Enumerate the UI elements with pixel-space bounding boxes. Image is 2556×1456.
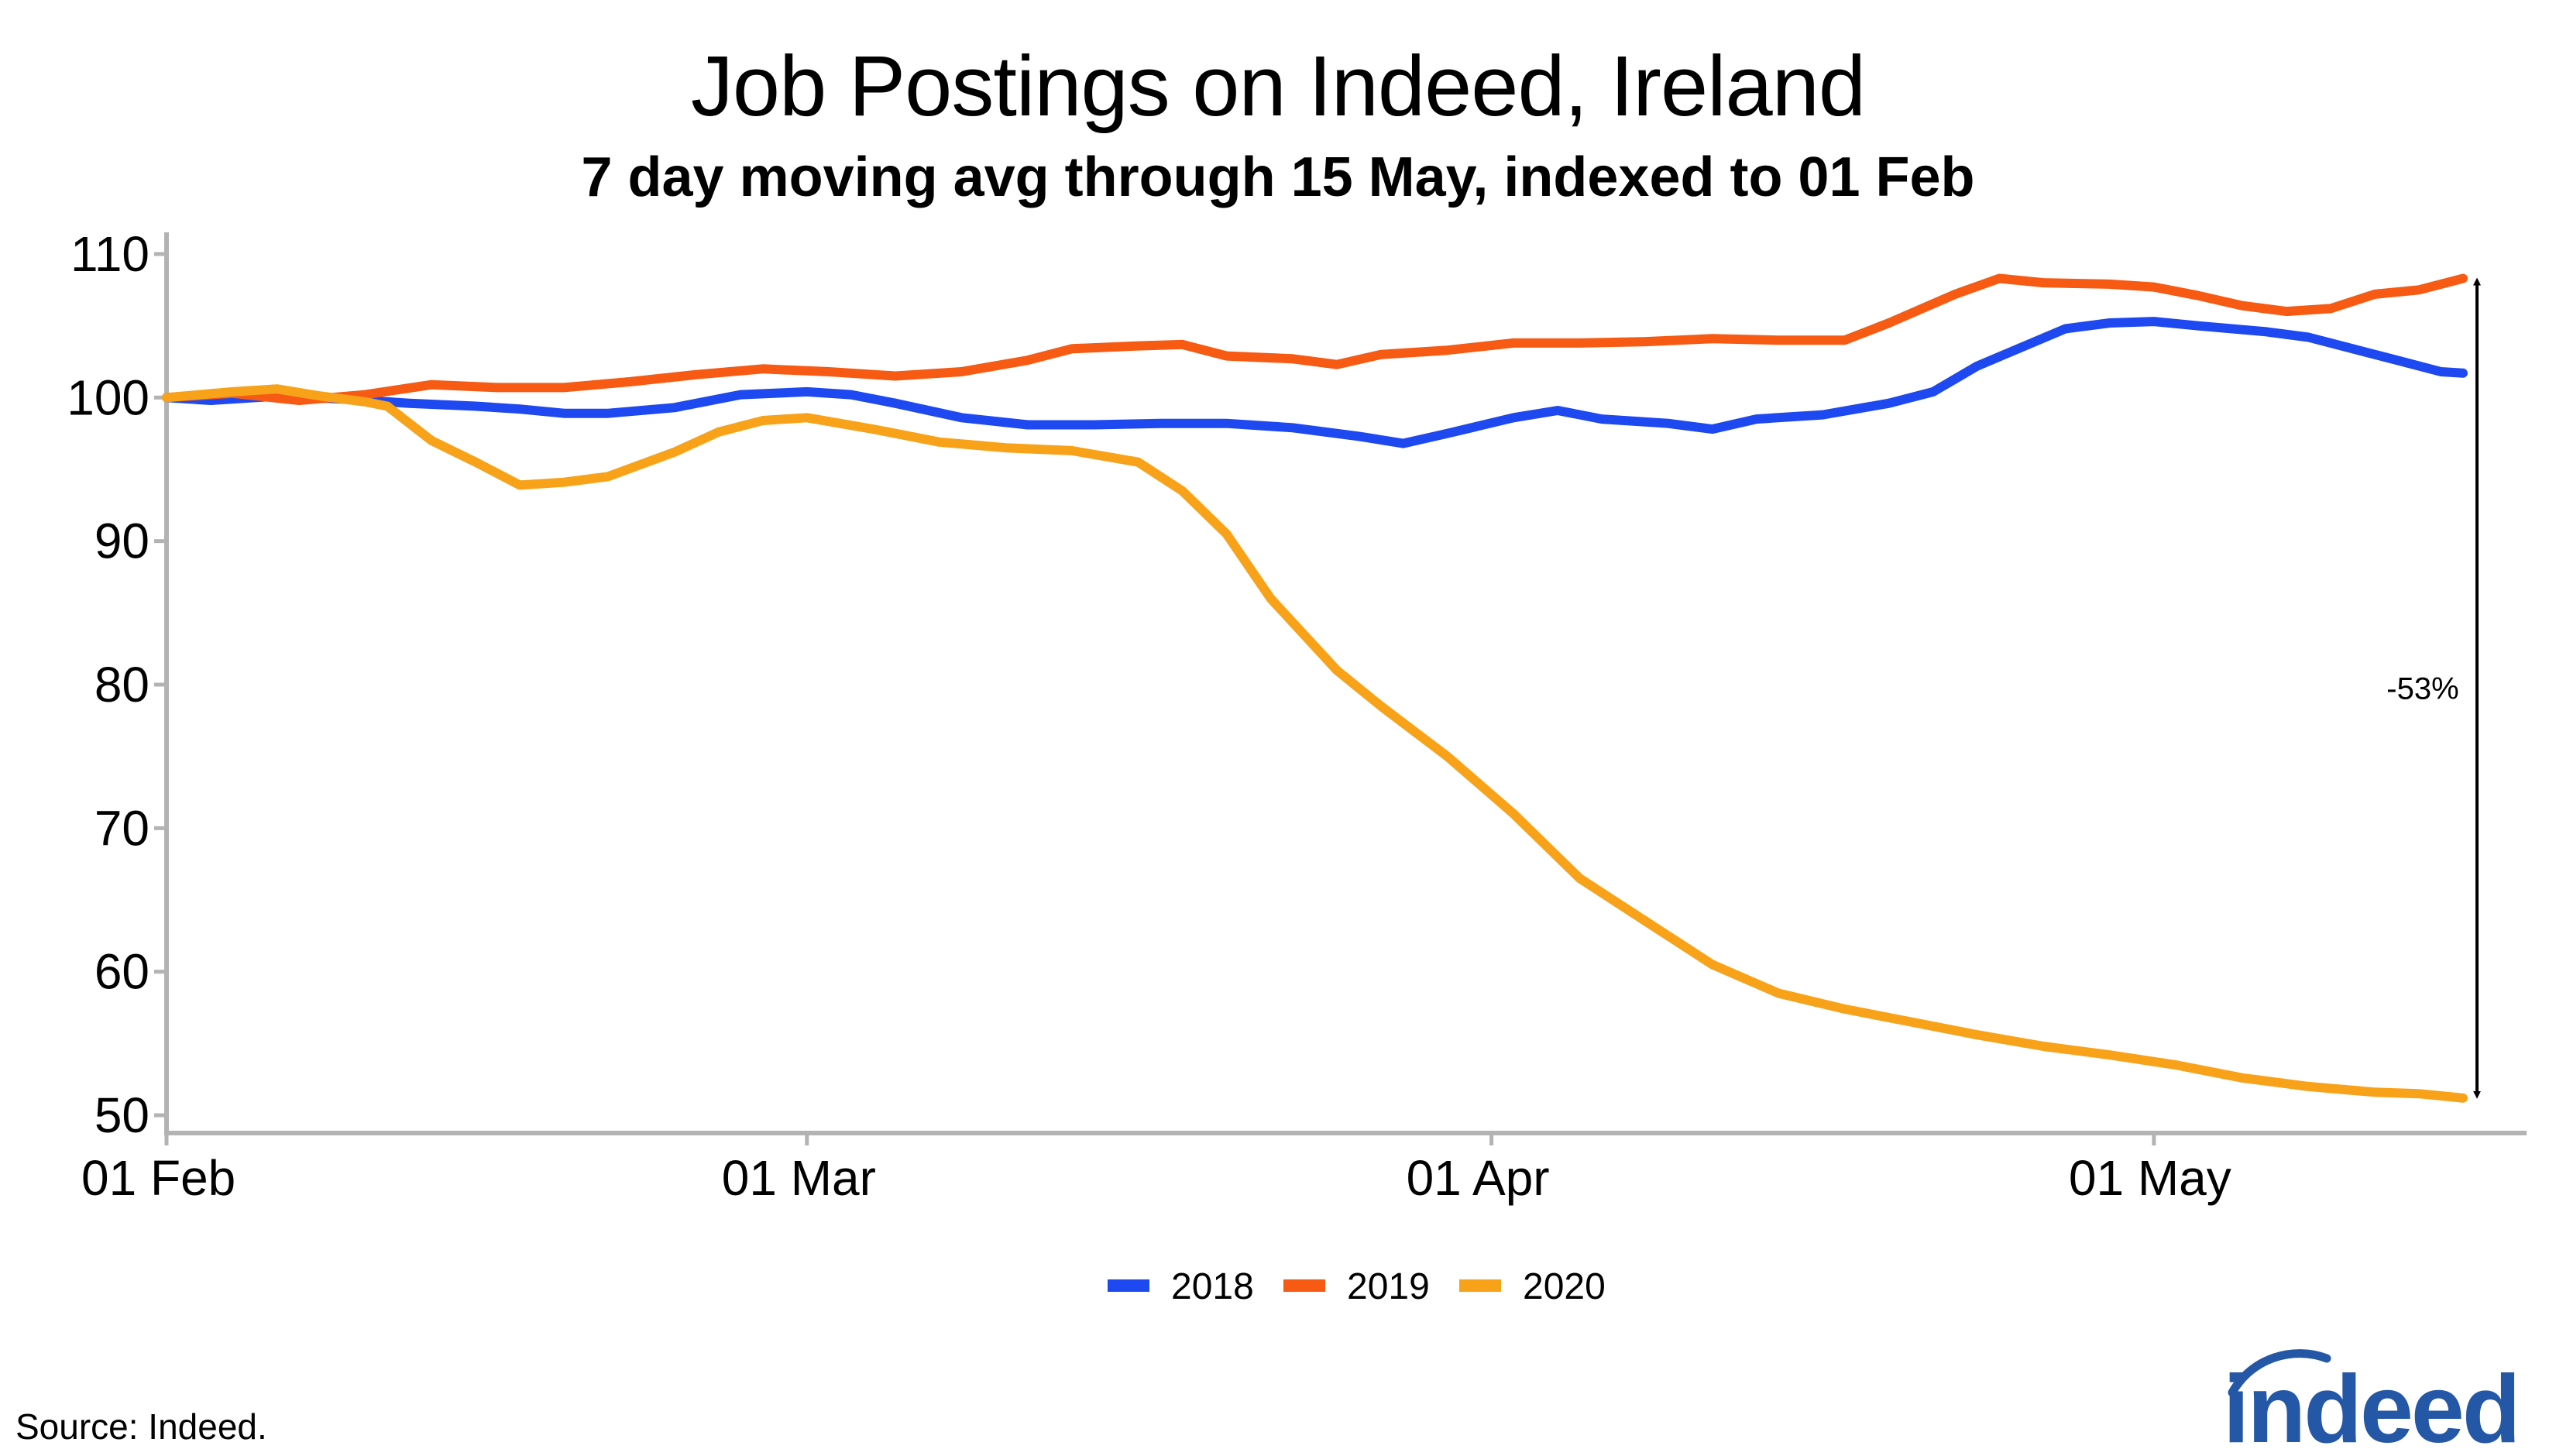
x-axis: 01 Feb 01 Mar 01 Apr 01 May: [81, 1131, 2527, 1206]
change-label: -53%: [2386, 672, 2458, 706]
y-tick-label: 110: [70, 226, 149, 282]
y-tick-label: 90: [94, 513, 149, 569]
series-2018-line: [162, 317, 2468, 448]
legend-label-2018: 2018: [1171, 1266, 1254, 1307]
x-tick-label: 01 Feb: [81, 1150, 235, 1206]
chart-subtitle: 7 day moving avg through 15 May, indexed…: [581, 146, 1975, 208]
annotation: -53%: [2386, 277, 2481, 1099]
series-2020-line: [162, 384, 2468, 1103]
y-tick-label: 60: [94, 944, 149, 1000]
y-tick-label: 100: [67, 369, 149, 425]
y-tick-label: 80: [94, 657, 149, 713]
indeed-logo: indeed: [2223, 1349, 2521, 1456]
svg-text:indeed: indeed: [2223, 1356, 2519, 1456]
legend-label-2019: 2019: [1347, 1266, 1430, 1307]
y-tick-label: 50: [94, 1087, 149, 1143]
x-tick-label: 01 Mar: [722, 1150, 876, 1206]
legend-label-2020: 2020: [1523, 1266, 1606, 1307]
y-tick-label: 70: [94, 800, 149, 856]
legend: 2018 2019 2020: [1108, 1266, 1606, 1307]
source-note: Source: Indeed.: [15, 1406, 267, 1447]
chart-title: Job Postings on Indeed, Ireland: [690, 39, 1866, 134]
x-tick-label: 01 Apr: [1407, 1150, 1550, 1206]
x-tick-label: 01 May: [2069, 1150, 2231, 1206]
series-2019-line: [162, 273, 2468, 405]
series-layer: [162, 273, 2468, 1103]
y-axis: 50 60 70 80 90 100 110: [67, 226, 169, 1143]
